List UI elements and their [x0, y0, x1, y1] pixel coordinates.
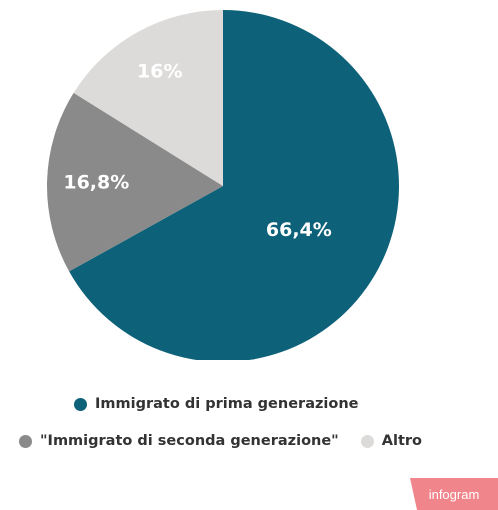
slice-value-label-seconda: 16,8%	[63, 171, 129, 193]
pie-slice-seconda[interactable]	[46, 92, 224, 272]
legend-label-prima: Immigrato di prima generazione	[95, 396, 359, 412]
legend-row-1: Immigrato di prima generazione	[74, 396, 359, 412]
legend-row-2: "Immigrato di seconda generazione" Altro	[19, 433, 422, 449]
legend-label-seconda: "Immigrato di seconda generazione"	[40, 433, 339, 449]
legend-item-prima[interactable]: Immigrato di prima generazione	[74, 396, 359, 412]
infogram-badge[interactable]: infogram	[410, 478, 498, 510]
infogram-badge-label: infogram	[428, 486, 480, 502]
slice-value-label-prima: 66,4%	[266, 219, 332, 241]
legend-label-altro: Altro	[381, 433, 422, 449]
legend-item-seconda[interactable]: "Immigrato di seconda generazione"	[19, 433, 339, 449]
legend-item-altro[interactable]: Altro	[360, 433, 422, 449]
legend-marker-altro	[360, 434, 374, 448]
pie-slice-altro[interactable]	[73, 9, 223, 186]
legend-marker-prima	[74, 397, 87, 411]
slice-value-label-altro: 16%	[137, 61, 182, 83]
legend-marker-seconda	[19, 434, 32, 448]
pie-slice-prima[interactable]	[69, 10, 399, 360]
pie-chart: 66,4% 16,8% 16%	[46, 9, 399, 360]
